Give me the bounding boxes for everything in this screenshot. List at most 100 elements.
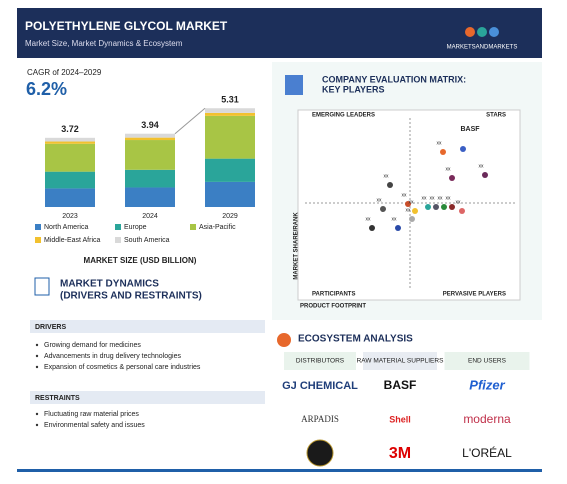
logo: ARPADIS	[301, 414, 339, 424]
player-label: xx	[446, 166, 452, 172]
dynamics-subtitle: (DRIVERS AND RESTRAINTS)	[60, 291, 202, 302]
drivers-band	[30, 320, 265, 333]
player-dot	[425, 204, 431, 210]
player-label: xx	[422, 195, 428, 201]
player-dot	[482, 172, 488, 178]
bar-segment	[125, 137, 175, 141]
logo: moderna	[463, 412, 511, 426]
player-label: xx	[437, 140, 443, 146]
legend-swatch	[35, 237, 41, 243]
total-label: 3.72	[61, 124, 79, 134]
player-dot	[369, 225, 375, 231]
bar-segment	[205, 181, 255, 207]
column-label: RAW MATERIAL SUPPLIERS	[357, 358, 444, 365]
bar-segment	[45, 188, 95, 207]
player-label: xx	[406, 207, 412, 213]
player-dot	[433, 204, 439, 210]
legend-label: South America	[124, 237, 170, 244]
player-dot	[412, 208, 418, 214]
column-header	[444, 352, 530, 370]
bullet	[35, 343, 39, 347]
y-axis-label: MARKET SHARE/RANK	[294, 212, 300, 280]
player-label: xx	[409, 199, 415, 205]
column-header	[284, 352, 356, 370]
list-item: Fluctuating raw material prices	[44, 411, 139, 418]
player-label: xx	[446, 195, 452, 201]
bullet	[35, 412, 39, 416]
logo-icon	[465, 27, 475, 37]
logo-icon	[477, 27, 487, 37]
bar-segment	[45, 143, 95, 172]
quadrant-label: PERVASIVE PLAYERS	[443, 292, 506, 298]
player-label: xx	[456, 199, 462, 205]
player-dot	[449, 204, 455, 210]
list-item: Environmental safety and issues	[44, 422, 145, 429]
legend-label: Middle-East Africa	[44, 237, 101, 244]
column-label: DISTRIBUTORS	[296, 358, 345, 365]
player-dot	[387, 182, 393, 188]
player-label: xx	[392, 216, 398, 222]
player-dot	[459, 208, 465, 214]
dynamics-title: MARKET DYNAMICS	[60, 279, 159, 290]
restraints-title: RESTRAINTS	[35, 395, 80, 402]
bar-segment	[45, 171, 95, 189]
logo: 3M	[389, 445, 411, 462]
player-label: xx	[438, 195, 444, 201]
x-tick-label: 2029	[222, 213, 238, 220]
player-label: xx	[366, 216, 372, 222]
cagr-label: CAGR of 2024–2029	[27, 68, 102, 77]
bullet	[35, 423, 39, 427]
player-label: xx	[402, 192, 408, 198]
x-tick-label: 2024	[142, 213, 158, 220]
icon	[34, 277, 50, 296]
x-tick-label: 2023	[62, 213, 78, 220]
logo-icon	[489, 27, 499, 37]
player-dot	[380, 206, 386, 212]
title: POLYETHYLENE GLYCOL MARKET	[25, 19, 228, 33]
player-dot	[405, 201, 411, 207]
logo: MARKETSANDMARKETS	[447, 45, 518, 51]
bar-segment	[45, 141, 95, 144]
bar-segment	[125, 140, 175, 170]
icon	[277, 333, 291, 347]
player-label: xx	[377, 197, 383, 203]
bar-segment	[205, 108, 255, 113]
quadrant-label: EMERGING LEADERS	[312, 113, 375, 119]
legend-swatch	[35, 224, 41, 230]
logo: GJ CHEMICAL	[282, 380, 358, 392]
bar-segment	[125, 187, 175, 207]
list-item: Growing demand for medicines	[44, 342, 141, 349]
column-header	[363, 352, 437, 370]
header-band	[17, 8, 542, 58]
footer-line	[17, 469, 542, 472]
logo: Pfizer	[469, 377, 505, 392]
total-label: 3.94	[141, 120, 159, 130]
legend-label: North America	[44, 224, 88, 231]
bar-segment	[125, 133, 175, 138]
bar-segment	[205, 115, 255, 159]
logo: L'ORÉAL	[462, 445, 512, 460]
legend-swatch	[190, 224, 196, 230]
player-dot	[441, 204, 447, 210]
legend-label: Asia-Pacific	[199, 224, 236, 231]
bullet	[35, 365, 39, 369]
quadrant-label: STARS	[486, 113, 506, 119]
player-label: xx	[479, 163, 485, 169]
icon	[285, 75, 303, 95]
chart-title: MARKET SIZE (USD BILLION)	[84, 256, 197, 265]
matrix-subtitle: KEY PLAYERS	[322, 84, 385, 94]
cagr-value: 6.2%	[26, 79, 67, 99]
bullet	[35, 354, 39, 358]
bar-segment	[125, 169, 175, 188]
logo-emblem	[306, 439, 334, 467]
list-item: Expansion of cosmetics & personal care i…	[44, 364, 201, 371]
drivers-title: DRIVERS	[35, 324, 66, 331]
quadrant-label: PARTICIPANTS	[312, 292, 355, 298]
player-label: xx	[384, 173, 390, 179]
list-item: Advancements in drug delivery technologi…	[44, 353, 181, 360]
ecosystem-title: ECOSYSTEM ANALYSIS	[298, 334, 413, 345]
matrix-title: COMPANY EVALUATION MATRIX:	[322, 74, 466, 84]
legend-swatch	[115, 237, 121, 243]
player-label: xx	[430, 195, 436, 201]
